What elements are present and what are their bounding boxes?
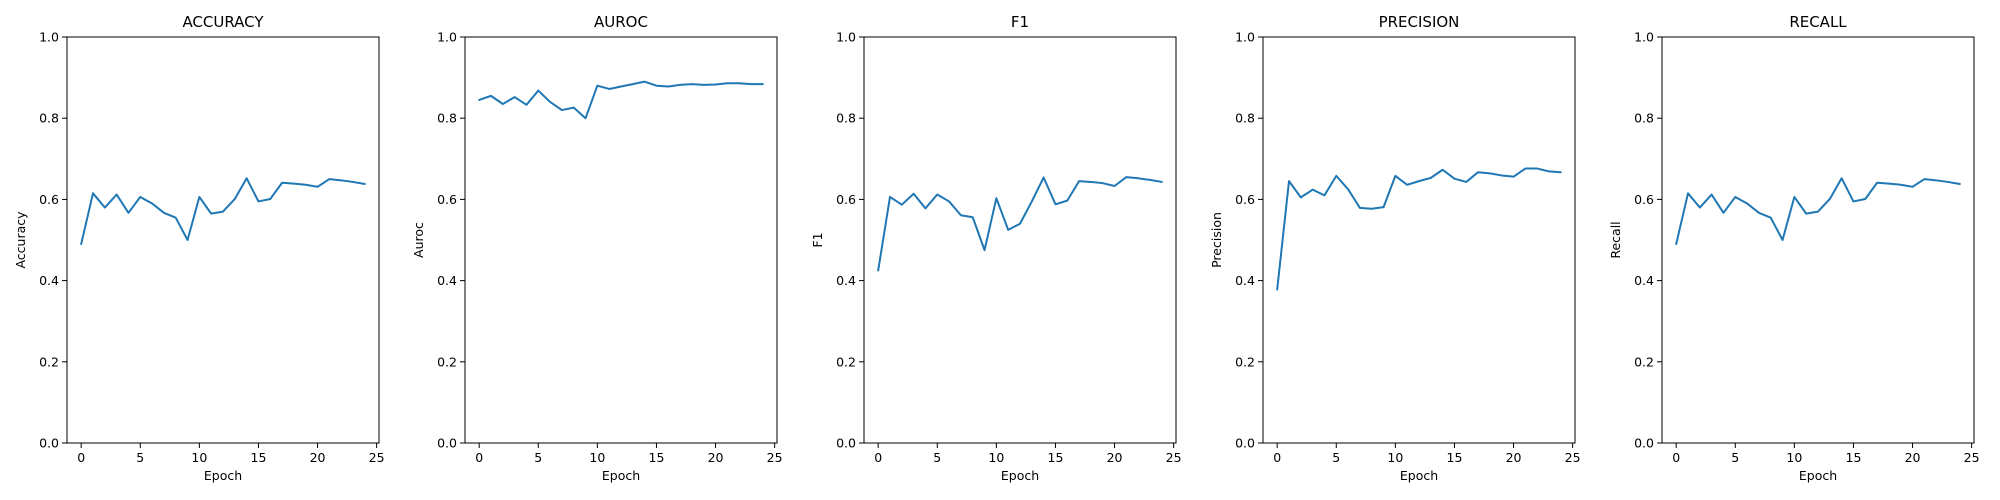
accuracy-title: ACCURACY <box>182 13 264 31</box>
f1-series-line <box>877 176 1163 272</box>
precision-y-tick-label: 1.0 <box>1235 30 1255 45</box>
precision-x-tick-label: 15 <box>1447 450 1463 465</box>
auroc-x-tick-label: 0 <box>475 450 483 465</box>
auroc-panel: 0 5 10 15 20 25 0.0 0.2 0.4 0.6 0.8 1.0 AUROC Epoch Au… <box>411 13 783 483</box>
precision-x-axis-label: Epoch <box>1400 468 1438 483</box>
f1-axes-frame <box>863 36 1177 444</box>
f1-y-tick-label: 1.0 <box>836 30 856 45</box>
f1-title: F1 <box>1011 13 1029 31</box>
accuracy-x-tick-label: 15 <box>251 450 267 465</box>
precision-panel: 0 5 10 15 20 25 0.0 0.2 0.4 0.6 0.8 1.0 PRECISION Epo… <box>1209 13 1581 483</box>
f1-x-tick-label: 10 <box>988 450 1004 465</box>
recall-y-tick-label: 0.0 <box>1634 436 1654 451</box>
auroc-y-tick-label: 0.2 <box>437 354 457 369</box>
recall-x-tick-label: 15 <box>1846 450 1862 465</box>
precision-y-tick-label: 0.4 <box>1235 273 1255 288</box>
f1-y-axis-label: F1 <box>810 232 825 247</box>
f1-y-tick-label: 0.8 <box>836 111 856 126</box>
accuracy-y-tick-label: 0.2 <box>39 354 59 369</box>
precision-y-tick-label: 0.8 <box>1235 111 1255 126</box>
auroc-axes-frame <box>464 36 778 444</box>
recall-x-tick-label: 5 <box>1731 450 1739 465</box>
f1-x-axis-label: Epoch <box>1001 468 1039 483</box>
recall-x-tick-label: 0 <box>1672 450 1680 465</box>
recall-x-tick-label: 20 <box>1905 450 1921 465</box>
accuracy-axes-frame <box>66 36 380 444</box>
recall-y-axis-label: Recall <box>1608 221 1623 258</box>
auroc-y-tick-label: 0.4 <box>437 273 457 288</box>
f1-panel: 0 5 10 15 20 25 0.0 0.2 0.4 0.6 0.8 1.0 F1 Epoch F1 <box>810 13 1182 483</box>
auroc-x-axis-label: Epoch <box>602 468 640 483</box>
auroc-x-tick-label: 25 <box>767 450 783 465</box>
f1-x-tick-label: 0 <box>874 450 882 465</box>
precision-x-tick-label: 20 <box>1506 450 1522 465</box>
accuracy-x-tick-label: 0 <box>77 450 85 465</box>
f1-y-tick-label: 0.0 <box>836 436 856 451</box>
accuracy-panel: 0 5 10 15 20 25 0.0 0.2 0.4 0.6 0.8 1.0 ACCURACY Epoc… <box>13 13 385 483</box>
precision-y-tick-label: 0.2 <box>1235 354 1255 369</box>
accuracy-series-line <box>80 177 366 246</box>
recall-series-line <box>1675 177 1961 246</box>
precision-title: PRECISION <box>1379 13 1460 31</box>
precision-axes-frame <box>1262 36 1576 444</box>
accuracy-y-tick-label: 1.0 <box>39 30 59 45</box>
accuracy-x-tick-label: 5 <box>136 450 144 465</box>
accuracy-y-tick-label: 0.4 <box>39 273 59 288</box>
recall-y-tick-label: 0.4 <box>1634 273 1654 288</box>
accuracy-x-tick-label: 25 <box>369 450 385 465</box>
f1-y-tick-label: 0.6 <box>836 192 856 207</box>
auroc-x-tick-label: 20 <box>708 450 724 465</box>
precision-y-tick-label: 0.0 <box>1235 436 1255 451</box>
recall-y-tick-label: 0.6 <box>1634 192 1654 207</box>
auroc-x-tick-label: 15 <box>649 450 665 465</box>
auroc-y-tick-label: 0.8 <box>437 111 457 126</box>
auroc-x-tick-label: 10 <box>589 450 605 465</box>
auroc-y-tick-label: 0.6 <box>437 192 457 207</box>
recall-panel: 0 5 10 15 20 25 0.0 0.2 0.4 0.6 0.8 1.0 RECALL Epoch R… <box>1608 13 1980 483</box>
precision-x-tick-label: 10 <box>1387 450 1403 465</box>
recall-title: RECALL <box>1789 13 1847 31</box>
recall-y-tick-label: 1.0 <box>1634 30 1654 45</box>
f1-x-tick-label: 20 <box>1107 450 1123 465</box>
auroc-title: AUROC <box>594 13 648 31</box>
f1-y-tick-label: 0.4 <box>836 273 856 288</box>
auroc-x-tick-label: 5 <box>534 450 542 465</box>
recall-x-tick-label: 10 <box>1786 450 1802 465</box>
recall-x-tick-label: 25 <box>1964 450 1980 465</box>
precision-x-tick-label: 0 <box>1273 450 1281 465</box>
recall-x-axis-label: Epoch <box>1799 468 1837 483</box>
accuracy-y-tick-label: 0.0 <box>39 436 59 451</box>
accuracy-x-axis-label: Epoch <box>204 468 242 483</box>
auroc-series-line <box>478 80 764 120</box>
auroc-y-tick-label: 0.0 <box>437 436 457 451</box>
precision-series-line <box>1276 167 1562 291</box>
recall-y-tick-label: 0.8 <box>1634 111 1654 126</box>
auroc-y-tick-label: 1.0 <box>437 30 457 45</box>
f1-y-tick-label: 0.2 <box>836 354 856 369</box>
accuracy-y-tick-label: 0.6 <box>39 192 59 207</box>
precision-x-tick-label: 5 <box>1332 450 1340 465</box>
precision-x-tick-label: 25 <box>1565 450 1581 465</box>
recall-axes-frame <box>1661 36 1975 444</box>
accuracy-y-tick-label: 0.8 <box>39 111 59 126</box>
accuracy-y-axis-label: Accuracy <box>13 211 28 269</box>
f1-x-tick-label: 15 <box>1048 450 1064 465</box>
recall-y-tick-label: 0.2 <box>1634 354 1654 369</box>
accuracy-x-tick-label: 10 <box>191 450 207 465</box>
f1-x-tick-label: 5 <box>933 450 941 465</box>
f1-x-tick-label: 25 <box>1166 450 1182 465</box>
precision-y-axis-label: Precision <box>1209 212 1224 268</box>
accuracy-x-tick-label: 20 <box>310 450 326 465</box>
precision-y-tick-label: 0.6 <box>1235 192 1255 207</box>
auroc-y-axis-label: Auroc <box>411 222 426 258</box>
